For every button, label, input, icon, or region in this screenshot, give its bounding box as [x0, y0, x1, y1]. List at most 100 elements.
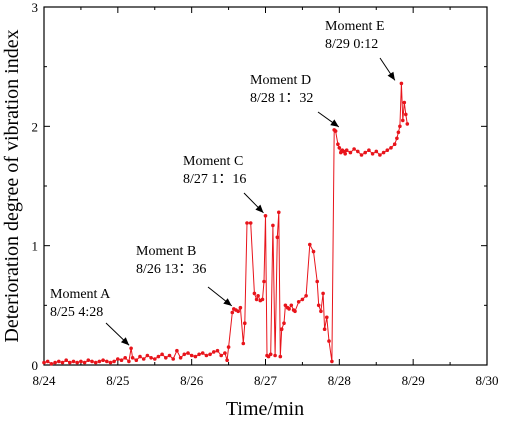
data-point	[105, 359, 109, 364]
data-point	[404, 112, 408, 117]
data-point	[130, 356, 135, 360]
data-point	[268, 352, 273, 357]
y-tick-label: 0	[32, 358, 39, 373]
data-point	[86, 358, 91, 363]
plot-frame	[43, 6, 488, 366]
annotation-sublabel: 8/27 1：16	[183, 172, 246, 187]
x-tick-label: 8/28	[328, 373, 351, 388]
data-point	[356, 149, 360, 154]
data-point	[127, 359, 131, 364]
data-point	[108, 360, 113, 365]
data-point	[287, 307, 291, 311]
data-point	[321, 291, 325, 296]
data-point	[197, 352, 201, 357]
data-point	[327, 339, 331, 343]
data-point	[300, 297, 305, 302]
data-point	[42, 360, 46, 365]
data-point	[193, 354, 198, 359]
y-axis-title: Deterioration degree of vibration index	[1, 29, 23, 342]
y-tick-label: 1	[32, 239, 39, 254]
data-point	[75, 360, 79, 365]
data-point	[49, 362, 54, 366]
data-point	[145, 353, 150, 358]
data-point	[304, 294, 308, 298]
data-point	[392, 142, 397, 146]
data-point	[260, 297, 265, 302]
data-point	[82, 360, 87, 365]
data-point	[175, 348, 179, 353]
annotation-label: Moment B	[136, 244, 196, 259]
data-point	[79, 359, 83, 364]
data-point	[275, 235, 280, 240]
x-tick-label: 8/30	[475, 373, 498, 388]
data-point	[322, 327, 327, 332]
annotation-label: Moment E	[325, 19, 385, 34]
data-point	[212, 350, 216, 354]
data-point	[189, 353, 194, 358]
data-point	[149, 356, 153, 360]
data-point	[223, 351, 227, 355]
annotation-label: Moment C	[183, 154, 243, 169]
data-point	[311, 249, 316, 254]
data-point	[225, 358, 229, 363]
data-point	[325, 315, 329, 320]
data-point	[402, 100, 407, 105]
data-point	[367, 148, 371, 152]
y-ticks: 0 1 2 3	[32, 0, 487, 373]
data-point	[263, 214, 268, 218]
data-point	[208, 352, 212, 357]
data-point	[236, 309, 240, 314]
series-line	[43, 83, 408, 365]
data-point	[374, 149, 379, 154]
annotations-layer: Moment A 8/25 4:28 Moment B 8/26 13：36 Momen…	[50, 19, 396, 346]
x-tick-label: 8/26	[180, 373, 204, 388]
data-point	[271, 223, 275, 228]
data-point	[385, 148, 390, 152]
annotation-sublabel: 8/26 13：36	[136, 262, 206, 277]
data-point	[282, 321, 286, 326]
data-point	[319, 309, 323, 314]
data-point	[134, 358, 139, 363]
annotation-label: Moment D	[250, 73, 311, 88]
arrowhead	[223, 298, 232, 306]
data-point	[112, 359, 116, 364]
data-point	[248, 221, 253, 225]
data-point	[226, 345, 231, 349]
data-point	[204, 353, 209, 358]
data-point	[153, 357, 157, 361]
data-point	[283, 303, 288, 308]
data-point	[171, 357, 175, 361]
data-point	[389, 146, 393, 150]
data-point	[278, 354, 283, 359]
data-point	[138, 354, 142, 359]
data-point	[243, 321, 247, 326]
data-point	[381, 150, 386, 155]
data-point	[167, 353, 172, 358]
data-point	[401, 118, 405, 123]
data-point	[399, 81, 404, 86]
data-point	[266, 354, 271, 359]
annotation-label: Moment A	[50, 287, 111, 302]
data-point	[378, 153, 382, 157]
data-point	[219, 353, 223, 358]
data-point	[279, 327, 284, 332]
data-point	[256, 294, 260, 298]
data-point	[395, 136, 399, 141]
data-point	[333, 129, 338, 133]
data-point	[273, 353, 277, 358]
data-point	[215, 348, 220, 353]
data-point	[45, 359, 50, 364]
x-tick-label: 8/25	[106, 373, 129, 388]
axes	[43, 6, 488, 366]
data-point	[97, 359, 102, 364]
annotation-sublabel: 8/28 1：32	[250, 91, 313, 106]
data-point	[116, 357, 120, 361]
data-point	[141, 357, 146, 361]
data-point	[123, 356, 127, 360]
data-point	[398, 124, 402, 129]
data-point	[60, 360, 65, 365]
data-point	[93, 360, 98, 365]
y-tick-label: 2	[32, 119, 39, 134]
data-point	[289, 303, 294, 308]
data-point	[344, 148, 349, 152]
